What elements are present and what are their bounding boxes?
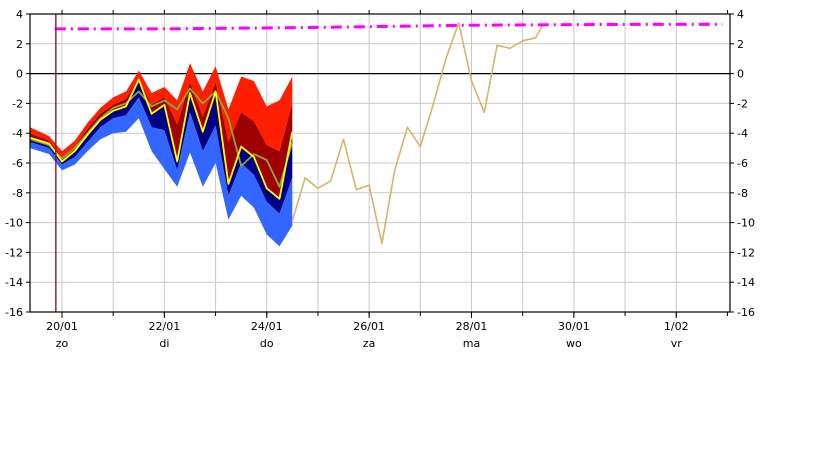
ensemble-band-cold-inner xyxy=(30,79,293,214)
x-axis-date-label: 1/02 xyxy=(664,320,689,333)
y-axis-label-left: -4 xyxy=(12,127,23,140)
y-axis-label-right: -10 xyxy=(737,217,755,230)
y-axis-label-right: -8 xyxy=(737,187,748,200)
ensemble-band-warm-outer xyxy=(30,63,293,158)
y-axis-label-left: -10 xyxy=(5,217,23,230)
x-axis-weekday-label: ma xyxy=(463,337,480,350)
x-axis: 20/01 zo 22/01 di 24/01 do 26/01 za 28/01 ma 30/01… xyxy=(46,10,728,350)
x-axis-date-label: 28/01 xyxy=(456,320,488,333)
y-axis-label-left: 2 xyxy=(16,38,23,51)
y-axis-label-right: -12 xyxy=(737,246,755,259)
y-axis-label-left: -16 xyxy=(5,306,23,319)
x-axis-weekday-label: di xyxy=(159,337,169,350)
y-axis-label-left: -14 xyxy=(5,276,23,289)
y-axis-label-left: 0 xyxy=(16,68,23,81)
green-model-line xyxy=(29,87,294,188)
y-axis-label-right: -14 xyxy=(737,276,755,289)
y-axis-label-right: -4 xyxy=(737,127,748,140)
gridlines xyxy=(30,14,730,312)
x-axis-weekday-label: za xyxy=(363,337,376,350)
ensemble-band-cold-outer xyxy=(30,97,293,247)
y-axis: 4 4 2 2 0 0 -2 -2 -4 -4 -6 -6 -8 -8 -10 -10 -12 -12 -14 -14… xyxy=(5,8,755,319)
y-axis-label-left: -12 xyxy=(5,246,23,259)
y-axis-label-right: -16 xyxy=(737,306,755,319)
x-axis-weekday-label: zo xyxy=(56,337,69,350)
y-axis-label-right: 4 xyxy=(737,8,744,21)
y-axis-label-right: -6 xyxy=(737,157,748,170)
y-axis-label-left: -8 xyxy=(12,187,23,200)
x-axis-weekday-label: vr xyxy=(671,337,683,350)
y-axis-label-right: 0 xyxy=(737,68,744,81)
x-axis-date-label: 20/01 xyxy=(46,320,78,333)
tan-model-line xyxy=(291,22,544,245)
control-run-line xyxy=(29,78,294,200)
y-axis-label-left: -2 xyxy=(12,97,23,110)
y-axis-label-right: -2 xyxy=(737,97,748,110)
x-axis-date-label: 30/01 xyxy=(558,320,590,333)
x-axis-weekday-label: do xyxy=(260,337,274,350)
x-axis-weekday-label: wo xyxy=(566,337,582,350)
y-axis-label-right: 2 xyxy=(737,38,744,51)
y-axis-label-left: -6 xyxy=(12,157,23,170)
x-axis-date-label: 22/01 xyxy=(149,320,181,333)
x-axis-date-label: 24/01 xyxy=(251,320,283,333)
magenta-reference-line xyxy=(54,22,723,31)
y-axis-label-left: 4 xyxy=(16,8,23,21)
x-axis-date-label: 26/01 xyxy=(353,320,385,333)
